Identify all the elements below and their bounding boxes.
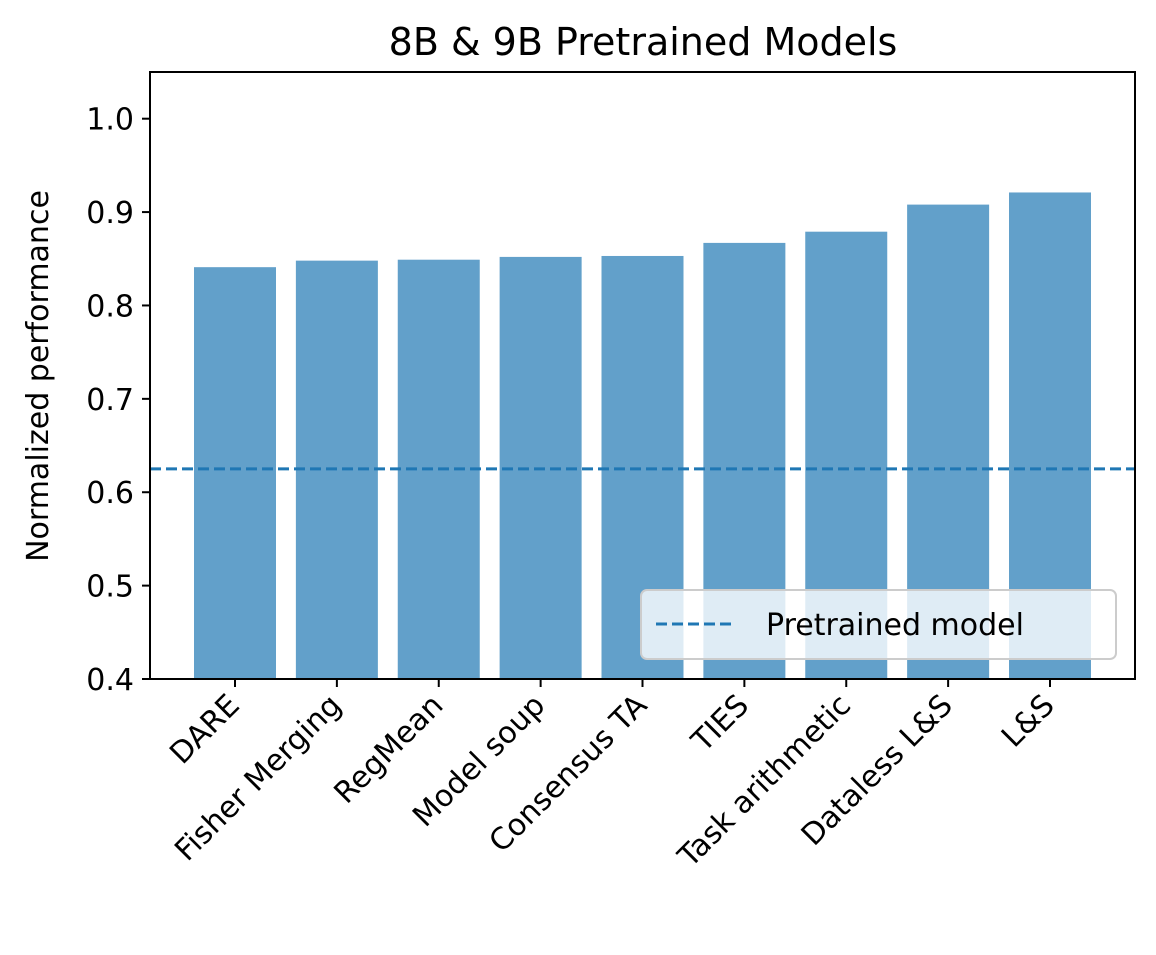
x-tick-label: Task arithmetic [671, 688, 858, 875]
y-tick-label: 1.0 [86, 103, 134, 138]
legend: Pretrained model [640, 589, 1117, 660]
y-tick-label: 0.5 [86, 570, 134, 605]
x-tick-label: L&S [995, 688, 1062, 755]
y-tick-label: 0.7 [86, 383, 134, 418]
y-tick-label: 0.4 [86, 663, 134, 698]
y-tick-label: 0.6 [86, 476, 134, 511]
x-tick-label: TIES [684, 688, 756, 760]
y-tick-label: 0.8 [86, 289, 134, 324]
legend-box [640, 589, 1117, 660]
x-tick-label: DARE [163, 688, 246, 771]
y-tick-label: 0.9 [86, 196, 134, 231]
chart-title: 8B & 9B Pretrained Models [389, 20, 898, 64]
bar-dare [194, 267, 276, 679]
legend-label: Pretrained model [766, 608, 1024, 643]
y-axis-label: Normalized performance [21, 190, 56, 562]
